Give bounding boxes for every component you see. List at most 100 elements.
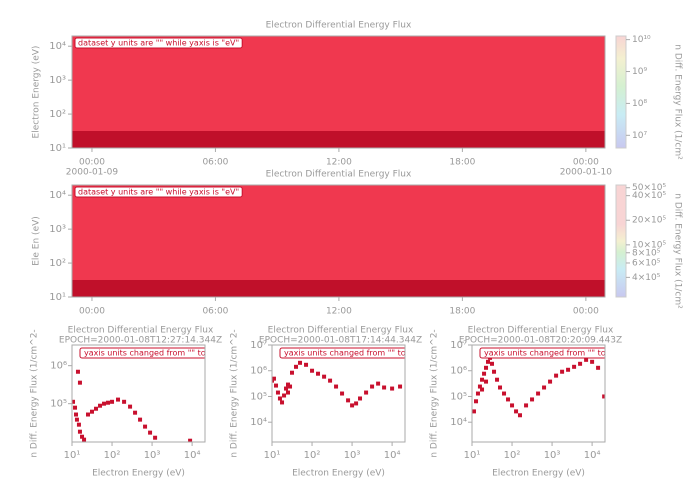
- y-axis-label: n Diff. Energy Flux (1/cm^2-: [30, 329, 40, 457]
- data-point: [90, 409, 95, 414]
- spectrogram-fill: [72, 185, 605, 297]
- axes-frame: [471, 344, 606, 443]
- data-point: [282, 393, 287, 398]
- data-point: [482, 371, 487, 376]
- axes-frame: [71, 35, 606, 149]
- annotation: yaxis units changed from "" to: [484, 349, 606, 358]
- data-point: [138, 417, 143, 422]
- data-point: [328, 378, 333, 383]
- y-tick-label: 10⁵: [450, 391, 467, 402]
- data-point: [542, 385, 547, 390]
- annotation-box: [479, 347, 605, 359]
- data-point: [524, 403, 529, 408]
- data-point: [304, 362, 309, 367]
- y-tick-label: 10⁵: [50, 399, 67, 410]
- x-tick-label: 00:00: [573, 307, 599, 317]
- x-tick-label: 10²: [504, 450, 521, 461]
- data-point: [554, 373, 559, 378]
- x-tick-label: 10²: [304, 450, 321, 461]
- data-point: [76, 422, 81, 427]
- colorbar-tick-label: 4×10⁵: [632, 273, 661, 283]
- data-point: [498, 385, 503, 390]
- y-tick-label: 10²: [49, 258, 66, 269]
- data-point: [382, 385, 387, 390]
- x-tick-label: 10³: [344, 450, 361, 461]
- y-axis-label: Electron Energy (eV): [32, 46, 42, 139]
- y-axis-label: n Diff. Energy Flux (1/cm^2-: [430, 329, 440, 457]
- data-point: [77, 380, 82, 385]
- data-point: [316, 371, 321, 376]
- data-point: [72, 399, 76, 404]
- plot-bg: [72, 345, 205, 442]
- annotation-box: [79, 347, 205, 359]
- annotation: dataset y units are "" while yaxis is "e…: [78, 188, 239, 197]
- chart-title: Electron Differential Energy Flux: [266, 21, 412, 31]
- x-tick-label: 10³: [544, 450, 561, 461]
- x-tick-label: 12:00: [326, 158, 352, 168]
- annotation: yaxis units changed from "" to: [284, 349, 406, 358]
- data-point: [275, 390, 280, 395]
- spectrogram-fill: [72, 36, 605, 148]
- y-tick-label: 10⁴: [49, 190, 66, 201]
- data-point: [290, 370, 295, 375]
- x-tick-label: 00:00: [79, 158, 105, 168]
- chart-title: Electron Differential Energy Flux: [468, 326, 614, 336]
- y-tick-label: 10⁴: [450, 417, 467, 428]
- x-tick-label: 10⁴: [384, 450, 401, 461]
- chart-subtitle: EPOCH=2000-01-08T12:27:14.344Z: [59, 336, 222, 346]
- data-point: [128, 404, 133, 409]
- x-tick-date: 2000-01-10: [560, 168, 613, 178]
- x-tick-label: 06:00: [202, 307, 228, 317]
- data-point: [110, 399, 115, 404]
- chart-title: Electron Differential Energy Flux: [268, 326, 414, 336]
- x-tick-label: 10⁴: [584, 450, 601, 461]
- y-tick-label: 10²: [49, 109, 66, 120]
- data-point: [277, 396, 282, 401]
- data-point: [480, 377, 485, 382]
- colorbar: [615, 184, 627, 298]
- data-point: [286, 390, 291, 395]
- y-tick-label: 10⁶: [50, 361, 67, 372]
- data-point: [514, 409, 519, 414]
- data-point: [536, 391, 541, 396]
- x-tick-label: 10¹: [464, 450, 481, 461]
- data-point: [310, 368, 315, 373]
- annotation: dataset y units are "" while yaxis is "e…: [78, 39, 239, 48]
- colorbar-tick-label: 10⁷: [632, 131, 647, 141]
- axes-frame: [71, 184, 606, 298]
- data-point: [334, 384, 339, 389]
- x-axis-label: Electron Energy (eV): [92, 469, 185, 479]
- data-point: [566, 367, 571, 372]
- colorbar-tick-label: 10¹⁰: [632, 35, 651, 45]
- data-point: [286, 382, 291, 387]
- data-point: [74, 412, 79, 417]
- colorbar-tick-label: 50×10⁵: [632, 183, 666, 193]
- data-point: [153, 435, 158, 440]
- chart-title: Electron Differential Energy Flux: [68, 326, 214, 336]
- colorbar-tick-label: 8×10⁵: [632, 248, 661, 258]
- x-axis-label: Electron Energy (eV): [492, 469, 585, 479]
- y-tick-label: 10⁵: [250, 391, 267, 402]
- data-point: [280, 400, 285, 405]
- data-point: [370, 384, 375, 389]
- data-point: [495, 377, 500, 382]
- colorbar-label: n Diff. Energy Flux (1/cm²: [673, 193, 683, 309]
- data-point: [350, 403, 355, 408]
- spectrogram-low-band: [72, 280, 605, 297]
- x-tick-label: 10¹: [64, 450, 81, 461]
- data-point: [75, 369, 80, 374]
- data-point: [284, 386, 289, 391]
- colorbar-tick-label: 40×10⁵: [632, 191, 666, 201]
- chart-title: Electron Differential Energy Flux: [266, 170, 412, 180]
- x-tick-label: 10³: [144, 450, 161, 461]
- data-point: [490, 361, 495, 366]
- data-point: [288, 384, 293, 389]
- data-point: [358, 396, 363, 401]
- plot-bg: [272, 345, 405, 442]
- chart-subtitle: EPOCH=2000-01-08T20:20:09.443Z: [459, 336, 622, 346]
- colorbar-tick-label: 10×10⁵: [632, 240, 666, 250]
- data-point: [584, 357, 589, 362]
- colorbar-tick-label: 10⁸: [632, 99, 647, 109]
- data-point: [530, 397, 535, 402]
